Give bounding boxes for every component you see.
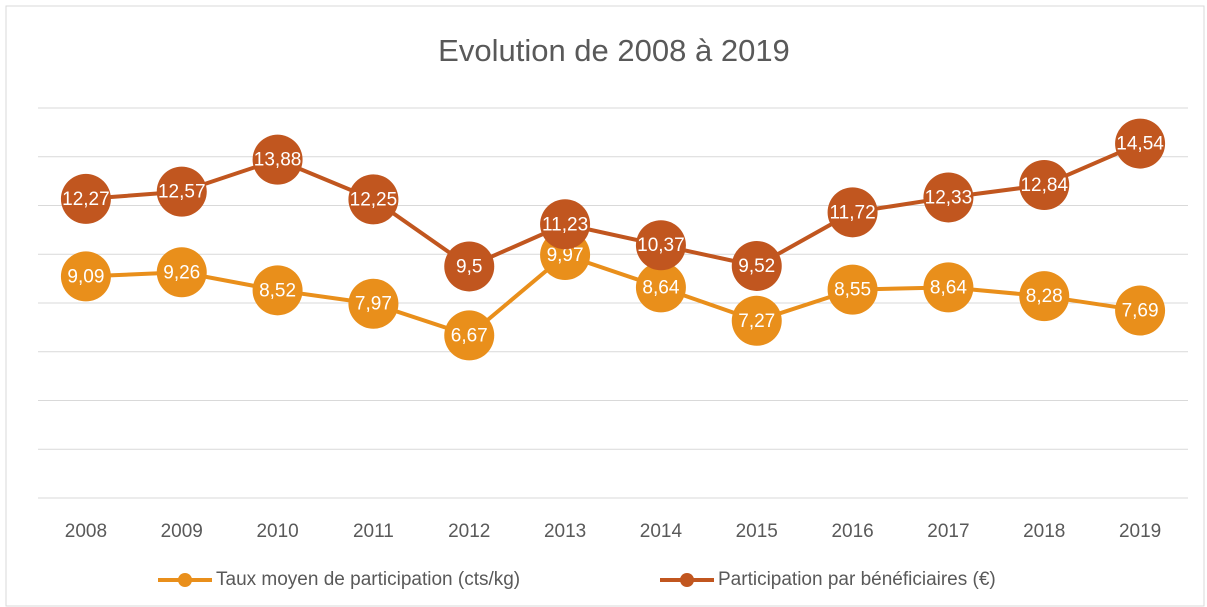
data-label: 9,97	[547, 245, 584, 266]
marker	[348, 174, 399, 225]
x-tick-label: 2015	[736, 521, 778, 542]
marker	[156, 247, 207, 298]
marker	[444, 310, 495, 361]
marker	[1115, 285, 1166, 336]
data-label: 6,67	[451, 325, 488, 346]
legend-label: Participation par bénéficiaires (€)	[718, 569, 996, 590]
data-label: 14,54	[1116, 134, 1164, 155]
marker	[923, 262, 974, 313]
marker	[444, 241, 495, 292]
marker	[156, 166, 207, 217]
data-label: 8,28	[1026, 286, 1063, 307]
data-label: 9,52	[738, 256, 775, 277]
chart-border	[5, 5, 1205, 607]
data-label: 7,97	[355, 294, 392, 315]
marker	[348, 278, 399, 329]
marker	[635, 262, 686, 313]
data-label: 9,09	[67, 266, 104, 287]
marker	[252, 265, 303, 316]
x-tick-label: 2014	[640, 521, 683, 542]
data-label: 12,25	[350, 189, 398, 210]
data-label: 7,27	[738, 311, 775, 332]
marker	[731, 240, 782, 291]
marker	[252, 134, 303, 185]
data-label: 12,57	[158, 182, 206, 203]
data-label: 9,5	[456, 256, 482, 277]
data-label: 11,72	[830, 202, 876, 223]
x-tick-label: 2016	[831, 521, 873, 542]
data-label: 12,27	[62, 189, 110, 210]
data-label: 13,88	[254, 150, 302, 171]
x-tick-label: 2012	[448, 521, 490, 542]
marker	[635, 220, 686, 271]
data-label: 7,69	[1122, 301, 1159, 322]
x-tick-label: 2009	[161, 521, 203, 542]
data-label: 10,37	[637, 235, 685, 256]
marker	[1019, 160, 1070, 211]
marker	[540, 199, 591, 250]
x-tick-label: 2017	[927, 521, 969, 542]
data-label: 8,55	[834, 280, 871, 301]
data-label: 8,64	[642, 277, 679, 298]
marker	[60, 251, 111, 302]
marker	[1019, 271, 1070, 322]
data-label: 11,23	[542, 214, 588, 235]
data-label: 12,84	[1020, 175, 1068, 196]
legend-marker	[178, 573, 192, 587]
x-tick-label: 2011	[353, 521, 394, 542]
x-tick-label: 2010	[256, 521, 298, 542]
legend-label: Taux moyen de participation (cts/kg)	[216, 569, 520, 590]
data-label: 9,26	[163, 262, 200, 283]
x-tick-label: 2008	[65, 521, 107, 542]
marker	[1115, 118, 1166, 169]
marker	[60, 173, 111, 224]
x-tick-label: 2018	[1023, 521, 1065, 542]
marker	[731, 295, 782, 346]
chart-title: Evolution de 2008 à 2019	[438, 33, 790, 68]
x-tick-label: 2013	[544, 521, 586, 542]
x-tick-label: 2019	[1119, 521, 1161, 542]
marker	[827, 187, 878, 238]
data-label: 12,33	[925, 187, 973, 208]
data-label: 8,52	[259, 280, 296, 301]
legend-marker	[680, 573, 694, 587]
data-label: 8,64	[930, 277, 967, 298]
marker	[923, 172, 974, 223]
marker	[827, 264, 878, 315]
